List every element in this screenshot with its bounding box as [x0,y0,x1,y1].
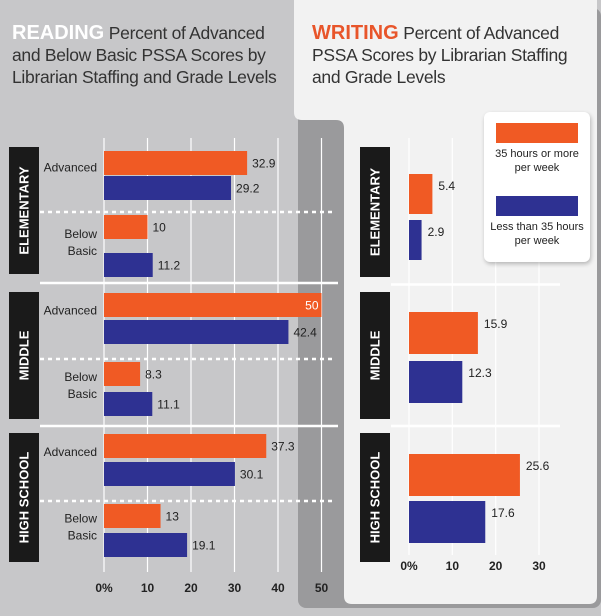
writing-value-label: 15.9 [484,317,508,331]
writing-bar-high-school-blue [409,501,486,543]
reading-x-tick-label: 10 [141,581,155,595]
writing-group-label-elementary: ELEMENTARY [368,168,383,256]
reading-row-label: Below [64,512,97,526]
reading-bar-elementary-advanced-orange [104,151,248,175]
reading-value-label: 11.1 [157,398,180,412]
reading-value-label: 42.4 [293,326,317,340]
reading-group-label-middle: MIDDLE [17,330,32,380]
reading-value-label: 8.3 [145,368,162,382]
reading-row-label: Basic [68,387,97,401]
legend-label-35-plus: 35 hours or more per week [495,148,579,174]
reading-bar-middle-below-basic-blue [104,392,153,416]
writing-group-band [360,433,390,562]
reading-bar-middle-advanced-blue [104,320,289,344]
reading-value-label: 13 [166,510,180,524]
reading-group-band [9,292,39,419]
reading-row-label: Advanced [44,304,97,318]
legend-item-35-plus: 35 hours or more per week [490,123,584,175]
reading-value-label: 37.3 [271,440,295,454]
legend: 35 hours or more per week Less than 35 h… [484,112,590,262]
writing-value-label: 2.9 [428,225,445,239]
reading-row-label: Advanced [44,161,97,175]
reading-value-label: 32.9 [252,157,276,171]
reading-bar-high-school-advanced-orange [104,434,267,458]
reading-group-label-elementary: ELEMENTARY [17,166,32,254]
reading-value-label: 11.2 [158,259,181,273]
writing-title-keyword: WRITING [312,22,399,44]
legend-item-under-35: Less than 35 hours per week [490,196,584,248]
writing-value-label: 5.4 [438,179,455,193]
reading-value-label: 10 [153,221,167,235]
reading-x-tick-label: 40 [271,581,285,595]
reading-bar-middle-advanced-orange [104,293,322,317]
legend-swatch-blue [496,196,578,216]
legend-label-under-35: Less than 35 hours per week [490,221,584,247]
reading-row-label: Below [64,227,97,241]
writing-bar-middle-orange [409,312,478,354]
writing-title-text: Percent of Advanced PSSA Scores by Libra… [312,23,568,87]
writing-chart-title: WRITING Percent of Advanced PSSA Scores … [312,22,572,88]
reading-bar-high-school-below-basic-blue [104,533,188,557]
reading-x-tick-label: 30 [228,581,242,595]
reading-row-label: Below [64,370,97,384]
writing-x-tick-label: 10 [446,559,460,573]
reading-group-band [9,433,39,562]
writing-x-tick-label: 20 [489,559,503,573]
reading-bar-elementary-below-basic-orange [104,215,148,239]
reading-value-label: 50 [305,299,319,313]
writing-bar-high-school-orange [409,454,520,496]
reading-bar-elementary-below-basic-blue [104,253,153,277]
writing-group-band [360,292,390,419]
legend-swatch-orange [496,123,578,143]
reading-x-tick-label: 20 [184,581,198,595]
reading-chart-title: READING Percent of Advanced and Below Ba… [12,22,282,88]
writing-group-label-high-school: HIGH SCHOOL [368,452,383,544]
reading-row-label: Basic [68,244,97,258]
reading-bar-middle-below-basic-orange [104,362,141,386]
reading-x-tick-label: 0% [95,581,113,595]
writing-value-label: 12.3 [468,366,492,380]
writing-x-tick-label: 30 [532,559,546,573]
writing-bar-middle-blue [409,361,463,403]
reading-row-label: Basic [68,529,97,543]
reading-bar-high-school-advanced-blue [104,462,235,486]
writing-value-label: 25.6 [526,459,550,473]
writing-group-band [360,147,390,277]
reading-bar-elementary-advanced-blue [104,176,232,200]
writing-x-tick-label: 0% [400,559,418,573]
reading-bar-high-school-below-basic-orange [104,504,161,528]
reading-value-label: 19.1 [192,539,216,553]
reading-value-label: 30.1 [240,468,264,482]
writing-value-label: 17.6 [491,506,515,520]
reading-group-label-high-school: HIGH SCHOOL [17,452,32,544]
reading-value-label: 29.2 [236,182,260,196]
reading-title-text: Percent of Advanced and Below Basic PSSA… [12,23,277,87]
writing-bar-elementary-blue [409,220,422,260]
reading-row-label: Advanced [44,445,97,459]
writing-group-label-middle: MIDDLE [368,330,383,380]
writing-bar-elementary-orange [409,174,433,214]
reading-x-tick-label: 50 [315,581,329,595]
reading-title-keyword: READING [12,22,105,44]
reading-group-band [9,147,39,274]
